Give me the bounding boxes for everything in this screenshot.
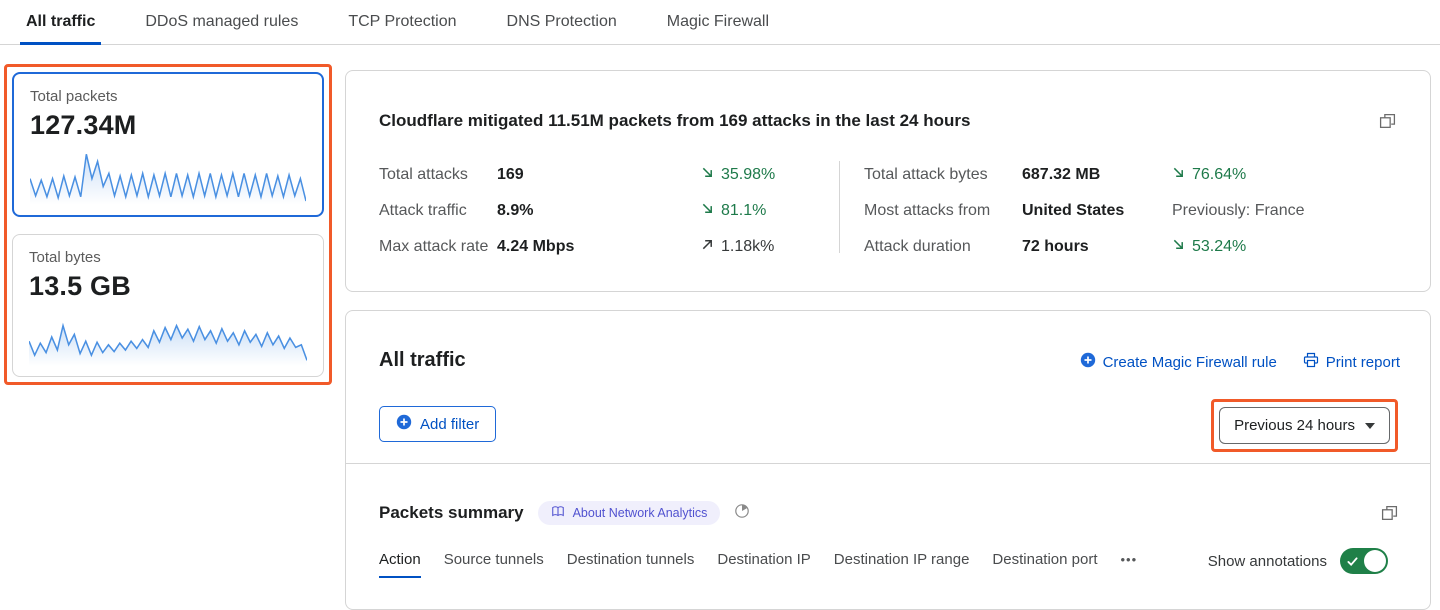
copy-icon (1379, 113, 1396, 133)
stat-value: 169 (497, 166, 524, 183)
toggle-knob (1364, 550, 1386, 572)
chevron-down-icon (1365, 422, 1375, 429)
subtab-source-tunnels[interactable]: Source tunnels (443, 551, 544, 568)
time-range-dropdown[interactable]: Previous 24 hours (1219, 407, 1390, 444)
tab-tcp-protection[interactable]: TCP Protection (348, 13, 457, 30)
section-divider (346, 463, 1430, 464)
printer-icon (1303, 352, 1319, 372)
total-bytes-card[interactable]: Total bytes 13.5 GB (12, 234, 324, 377)
stat-total-attack-bytes: Total attack bytes 687.32 MB 76.64% (864, 157, 1305, 193)
time-range-value: Previous 24 hours (1234, 417, 1355, 434)
copy-summary-button[interactable] (1377, 111, 1398, 135)
stat-delta: 76.64% (1172, 166, 1246, 184)
subtab-destination-port[interactable]: Destination port (992, 551, 1098, 568)
stat-delta-text: 81.1% (721, 202, 767, 219)
check-icon (1347, 554, 1358, 572)
plus-circle-icon (1080, 352, 1096, 372)
stat-label: Max attack rate (379, 238, 489, 255)
tab-magic-firewall[interactable]: Magic Firewall (666, 13, 770, 30)
badge-label: About Network Analytics (572, 506, 708, 520)
stat-label: Attack traffic (379, 202, 467, 219)
stat-value: 72 hours (1022, 238, 1089, 255)
link-label: Print report (1325, 353, 1400, 371)
stat-label: Total attack bytes (864, 166, 988, 183)
stat-delta-text: 35.98% (721, 166, 776, 183)
metric-cards-highlight-annotation: Total packets 127.34M Total bytes 13.5 G… (4, 64, 332, 385)
stat-attack-duration: Attack duration 72 hours 53.24% (864, 229, 1305, 265)
trend-down-arrow-icon (1172, 238, 1185, 256)
stat-delta: 81.1% (701, 202, 766, 220)
metric-label: Total bytes (29, 249, 101, 266)
stat-delta: 53.24% (1172, 238, 1246, 256)
stat-label: Total attacks (379, 166, 468, 183)
copy-packets-summary-button[interactable] (1379, 503, 1400, 527)
stat-delta-text: 53.24% (1192, 238, 1247, 255)
trend-down-arrow-icon (701, 202, 714, 220)
subtab-action[interactable]: Action (379, 551, 421, 578)
metric-value: 13.5 GB (29, 271, 131, 301)
trend-down-arrow-icon (1172, 166, 1185, 184)
subtab-destination-ip[interactable]: Destination IP (717, 551, 811, 568)
total-bytes-sparkline (28, 308, 308, 366)
show-annotations-label: Show annotations (1207, 552, 1327, 570)
stat-delta: 35.98% (701, 166, 775, 184)
stat-value: 8.9% (497, 202, 534, 219)
metric-value: 127.34M (30, 110, 137, 140)
stat-label: Most attacks from (864, 202, 991, 219)
stats-divider (839, 161, 840, 253)
stat-delta-text: 1.18k% (721, 238, 775, 255)
stat-label: Attack duration (864, 238, 971, 255)
metric-label: Total packets (30, 88, 118, 105)
stat-delta: Previously: France (1172, 202, 1305, 220)
create-magic-firewall-rule-link[interactable]: Create Magic Firewall rule (1080, 352, 1277, 372)
top-tabbar: All traffic DDoS managed rules TCP Prote… (0, 0, 1440, 45)
total-packets-sparkline (29, 147, 307, 205)
total-packets-card[interactable]: Total packets 127.34M (12, 72, 324, 217)
print-report-link[interactable]: Print report (1303, 352, 1400, 372)
link-label: Create Magic Firewall rule (1102, 353, 1277, 371)
all-traffic-panel: All traffic Create Magic Firewall rule P… (345, 310, 1431, 610)
add-filter-label: Add filter (420, 415, 480, 433)
stat-value: 4.24 Mbps (497, 238, 575, 255)
pie-chart-icon[interactable] (734, 503, 750, 524)
attack-summary-panel: Cloudflare mitigated 11.51M packets from… (345, 70, 1431, 292)
packets-summary-subtabs: Action Source tunnels Destination tunnel… (379, 551, 1138, 578)
add-filter-button[interactable]: Add filter (379, 406, 497, 442)
tab-all-traffic[interactable]: All traffic (19, 0, 102, 45)
stat-attack-traffic: Attack traffic 8.9% 81.1% (379, 193, 839, 229)
about-network-analytics-badge[interactable]: About Network Analytics (537, 501, 721, 525)
stat-delta: 1.18k% (701, 238, 774, 256)
stat-value: 687.32 MB (1022, 166, 1101, 183)
copy-icon (1381, 505, 1398, 525)
attack-summary-title: Cloudflare mitigated 11.51M packets from… (379, 111, 971, 130)
all-traffic-heading: All traffic (379, 349, 466, 371)
tab-dns-protection[interactable]: DNS Protection (506, 13, 617, 30)
stat-max-attack-rate: Max attack rate 4.24 Mbps 1.18k% (379, 229, 839, 265)
stat-delta-text: 76.64% (1192, 166, 1247, 183)
stat-delta-text: Previously: France (1172, 202, 1305, 219)
stat-value: United States (1022, 202, 1125, 219)
book-icon (551, 505, 565, 521)
packets-summary-title: Packets summary (379, 503, 524, 522)
trend-up-arrow-icon (701, 238, 714, 256)
subtab-destination-tunnels[interactable]: Destination tunnels (566, 551, 695, 568)
show-annotations-toggle[interactable] (1340, 548, 1388, 574)
more-tabs-ellipsis-icon[interactable]: ••• (1120, 552, 1138, 567)
stat-total-attacks: Total attacks 169 35.98% (379, 157, 839, 193)
subtab-destination-ip-range[interactable]: Destination IP range (833, 551, 970, 568)
stat-most-attacks-from: Most attacks from United States Previous… (864, 193, 1305, 229)
tab-ddos-managed-rules[interactable]: DDoS managed rules (145, 13, 299, 30)
trend-down-arrow-icon (701, 166, 714, 184)
plus-circle-icon (396, 414, 412, 434)
time-range-highlight-annotation: Previous 24 hours (1211, 399, 1398, 452)
